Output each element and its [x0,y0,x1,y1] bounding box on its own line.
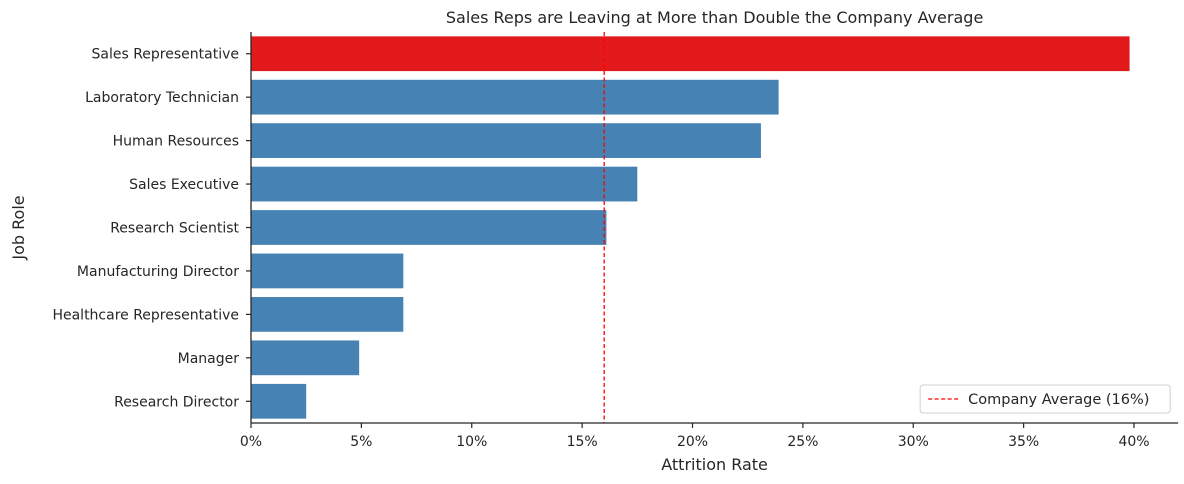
x-tick-label: 30% [898,434,929,450]
legend-label: Company Average (16%) [968,392,1149,408]
bar-research-director [251,383,307,419]
x-tick-label: 10% [456,434,487,450]
bars-layer [251,36,1130,419]
x-tick-label: 5% [350,434,372,450]
y-tick-label: Laboratory Technician [85,90,239,106]
y-tick-label: Healthcare Representative [52,307,239,323]
y-axis-label: Job Role [9,195,28,260]
legend-box [919,384,1171,414]
y-tick-label: Research Scientist [110,221,239,237]
x-tick-label: 25% [787,434,818,450]
bar-human-resources [251,123,761,158]
y-tick-label: Research Director [114,394,239,410]
bar-laboratory-technician [251,79,779,115]
bar-healthcare-representative [251,297,404,332]
x-axis-label: Attrition Rate [661,455,768,474]
bar-research-scientist [251,210,607,245]
x-tick-label: 0% [240,434,262,450]
chart-title: Sales Reps are Leaving at More than Doub… [446,8,983,27]
bar-manufacturing-director [251,253,404,289]
legend: Company Average (16%) [919,384,1171,414]
ticks-layer: Sales Representative Laboratory Technicia… [52,47,1149,450]
x-tick-label: 20% [677,434,708,450]
x-tick-label: 15% [567,434,598,450]
y-tick-label: Sales Executive [129,177,239,193]
x-tick-label: 40% [1118,434,1149,450]
y-tick-label: Manager [178,351,240,367]
y-tick-label: Sales Representative [92,47,240,63]
x-tick-label: 35% [1008,434,1039,450]
bar-sales-representative [251,36,1130,72]
y-tick-label: Human Resources [113,134,239,150]
y-tick-label: Manufacturing Director [77,264,239,280]
bar-sales-executive [251,166,638,202]
bar-manager [251,340,360,376]
